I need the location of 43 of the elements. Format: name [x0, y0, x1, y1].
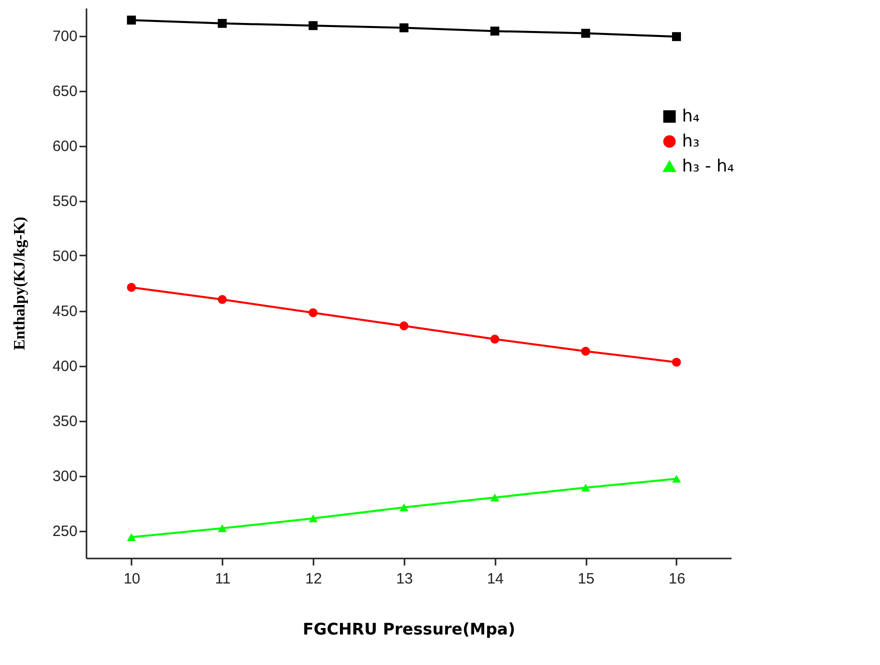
x-tick-label: 10 — [124, 570, 140, 588]
point — [126, 16, 136, 25]
y-axis-title: Enthalpy(KJ/kg-K) — [11, 216, 28, 350]
point — [308, 21, 318, 30]
point — [308, 514, 318, 522]
y-tick-label: 700 — [52, 28, 78, 45]
y-tick-label: 650 — [52, 83, 78, 100]
legend-label: h₃ — [682, 132, 700, 152]
x-axis-title: FGCHRU Pressure(Mpa) — [302, 620, 516, 638]
point — [581, 484, 590, 492]
y-tick-label: 350 — [52, 413, 78, 430]
x-tick-label: 11 — [214, 570, 231, 588]
y-tick-label: 300 — [52, 468, 78, 485]
point — [308, 308, 318, 318]
point — [218, 524, 227, 532]
point — [672, 32, 681, 42]
legend-label: h₃ - h₄ — [682, 156, 734, 176]
y-tick-label: 400 — [52, 358, 78, 375]
point — [399, 23, 408, 32]
point — [399, 321, 408, 330]
y-tick-label: 600 — [52, 138, 78, 155]
point — [490, 494, 500, 502]
point — [490, 26, 500, 36]
point — [126, 533, 136, 541]
x-tick-label: 14 — [486, 570, 504, 588]
point — [581, 346, 590, 356]
x-tick-label: 15 — [578, 570, 594, 588]
point — [218, 18, 227, 28]
y-tick-label: 250 — [52, 523, 78, 540]
x-tick-label: 13 — [396, 570, 413, 588]
y-tick-label: 500 — [52, 248, 78, 265]
x-tick-label: 12 — [305, 570, 322, 588]
point — [126, 282, 136, 292]
x-tick-label: 16 — [668, 570, 686, 588]
y-tick-label: 450 — [52, 303, 78, 320]
point — [581, 28, 590, 38]
point — [399, 504, 408, 512]
point — [672, 474, 681, 483]
point — [218, 295, 227, 304]
point — [490, 334, 500, 344]
legend-label: h₄ — [682, 106, 700, 126]
point — [672, 358, 681, 367]
y-tick-label: 550 — [52, 193, 78, 210]
